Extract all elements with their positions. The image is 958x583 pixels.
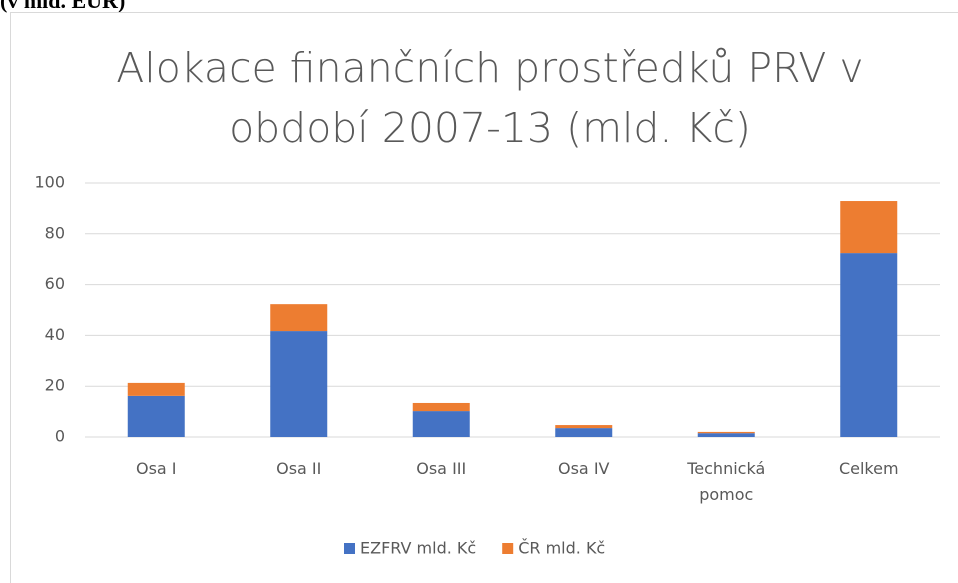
legend-label: ČR mld. Kč <box>518 539 605 558</box>
bar-segment <box>412 411 470 437</box>
bar-segment <box>412 402 470 412</box>
y-tick-label: 40 <box>45 325 65 344</box>
bar-segment <box>555 425 613 429</box>
bar-segment <box>270 304 328 332</box>
x-tick-label: Osa I <box>135 459 177 478</box>
bar-segment <box>270 331 328 437</box>
bar-segment <box>697 431 755 434</box>
y-tick-label: 0 <box>55 427 65 446</box>
x-tick-label: Technická pomoc <box>687 459 766 504</box>
x-tick-label: Osa III <box>416 459 467 478</box>
x-tick-label: Osa II <box>276 459 322 478</box>
bar-segment <box>127 395 185 437</box>
bar-segment <box>697 433 755 437</box>
caption: (v mld. EUR) <box>0 0 126 13</box>
legend-swatch <box>344 543 355 554</box>
bar-segment <box>555 428 613 437</box>
legend-swatch <box>502 543 514 554</box>
y-tick-label: 20 <box>45 376 65 395</box>
bar-segment <box>840 201 898 254</box>
y-tick-label: 60 <box>45 274 65 293</box>
x-tick-label: Celkem <box>838 459 899 478</box>
legend-label: EZFRV mld. Kč <box>360 539 476 558</box>
x-tick-label: Osa IV <box>558 459 610 478</box>
bar-segment <box>840 253 898 437</box>
chart-title: Alokace finančních prostředků PRV v obdo… <box>116 44 864 152</box>
y-tick-label: 100 <box>34 173 65 192</box>
y-tick-label: 80 <box>45 223 65 242</box>
chart-frame <box>10 12 958 583</box>
bar-segment <box>127 382 185 396</box>
